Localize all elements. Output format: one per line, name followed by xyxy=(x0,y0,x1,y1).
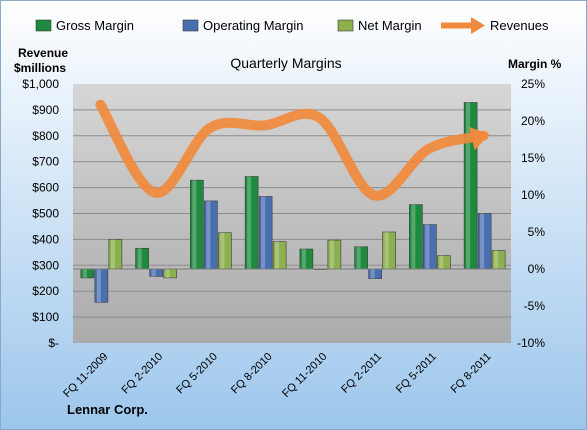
right-tick-label: 25% xyxy=(521,77,545,91)
right-tick-label: -5% xyxy=(524,299,546,313)
bar-operating-margin xyxy=(258,196,273,270)
bar-highlight xyxy=(165,269,170,278)
bar-highlight xyxy=(137,248,142,269)
bar-highlight xyxy=(220,232,225,269)
chart-title: Quarterly Margins xyxy=(230,55,341,71)
right-tick-label: 15% xyxy=(521,151,545,165)
legend-swatch xyxy=(35,19,52,32)
right-axis-ticks: -10% -5% 0% 5% 10% 15% 20% 25% xyxy=(517,77,545,350)
right-tick-label: 0% xyxy=(528,262,546,276)
revenues-line xyxy=(95,99,489,201)
bar-net-margin xyxy=(437,255,451,270)
bar-operating-margin xyxy=(204,200,218,270)
bar-operating-margin xyxy=(94,268,109,303)
bar-highlight xyxy=(329,240,334,269)
bar-operating-margin xyxy=(477,213,492,270)
bar-net-margin xyxy=(382,231,396,270)
left-tick-label: $300 xyxy=(32,258,59,272)
bar-operating-margin xyxy=(423,224,437,270)
bar-highlight xyxy=(151,269,156,277)
bar-highlight xyxy=(370,269,375,279)
bar-highlight xyxy=(411,204,416,269)
bar-net-margin xyxy=(108,239,123,270)
bar-operating-margin xyxy=(149,268,163,277)
bar-highlight xyxy=(192,180,197,269)
bar-net-margin xyxy=(491,250,506,270)
bar-highlight xyxy=(425,224,430,269)
bar-highlight xyxy=(247,176,252,269)
bar-highlight xyxy=(480,213,485,269)
bar-highlight xyxy=(356,246,361,269)
bar-highlight xyxy=(275,241,280,269)
right-axis-label: Margin % xyxy=(508,57,562,71)
bar-gross-margin xyxy=(244,176,259,270)
right-tick-label: 10% xyxy=(521,188,545,202)
legend: Gross Margin Operating Margin Net Margin Re… xyxy=(35,17,549,34)
bar-gross-margin xyxy=(299,248,314,270)
left-tick-label: $500 xyxy=(32,207,59,221)
bar-highlight xyxy=(384,232,389,269)
bar-highlight xyxy=(82,269,87,278)
bar-net-margin xyxy=(272,241,287,270)
left-tick-label: $100 xyxy=(32,310,59,324)
bar-operating-margin xyxy=(368,268,382,279)
bar-gross-margin xyxy=(409,204,423,270)
bar-highlight xyxy=(110,239,115,269)
bar-gross-margin xyxy=(190,179,204,270)
gridlines xyxy=(73,109,511,318)
left-tick-label: $1,000 xyxy=(22,77,59,91)
left-axis-label-line-1: Revenue xyxy=(18,46,68,60)
bar-gross-margin xyxy=(354,246,368,270)
bar-highlight xyxy=(96,269,101,303)
left-tick-label: $400 xyxy=(32,232,59,246)
bar-highlight xyxy=(494,250,499,269)
bar-net-margin xyxy=(218,232,232,270)
bar-highlight xyxy=(261,196,266,269)
bar-net-margin xyxy=(327,239,342,270)
company-label: Lennar Corp. xyxy=(67,402,148,417)
legend-label: Revenues xyxy=(490,18,549,33)
left-tick-label: $200 xyxy=(32,284,59,298)
left-axis-label-line-2: $millions xyxy=(14,61,66,75)
bar-gross-margin xyxy=(80,268,95,279)
right-tick-label: -10% xyxy=(517,336,545,350)
left-tick-label: $600 xyxy=(32,181,59,195)
bar-highlight xyxy=(301,249,306,269)
bar-highlight xyxy=(439,255,444,269)
bar-highlight xyxy=(206,200,211,269)
left-tick-label: $800 xyxy=(32,129,59,143)
right-tick-label: 20% xyxy=(521,114,545,128)
bar-highlight xyxy=(466,102,471,269)
left-tick-label: $900 xyxy=(32,103,59,117)
left-axis-ticks: $- $100 $200 $300 $400 $500 $600 $700 $800 $900 $1… xyxy=(22,77,59,350)
legend-label: Gross Margin xyxy=(56,18,134,33)
legend-swatch xyxy=(337,19,354,32)
left-tick-label: $- xyxy=(48,336,59,350)
right-tick-label: 5% xyxy=(528,225,546,239)
legend-label: Net Margin xyxy=(358,18,422,33)
left-tick-label: $700 xyxy=(32,155,59,169)
bar-gross-margin xyxy=(135,247,149,270)
legend-swatch xyxy=(182,19,199,32)
revenue-line-group xyxy=(95,99,490,201)
revenues-arrowhead xyxy=(469,126,490,151)
legend-label: Operating Margin xyxy=(203,18,303,33)
bar-net-margin xyxy=(163,268,177,279)
legend-arrowhead xyxy=(471,17,485,34)
